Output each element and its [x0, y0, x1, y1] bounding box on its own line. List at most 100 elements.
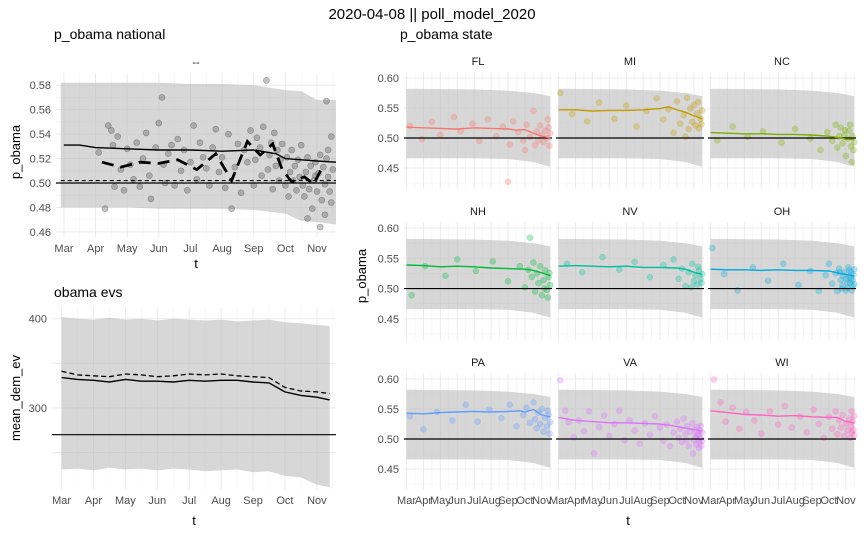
poll-point [568, 110, 576, 118]
poll-point [847, 143, 855, 150]
poll-point [506, 401, 513, 409]
poll-point [688, 284, 695, 291]
poll-point [329, 166, 337, 173]
poll-point [302, 168, 310, 176]
poll-point [519, 411, 527, 419]
y-tick-label: 0.58 [30, 80, 51, 92]
poll-point [316, 151, 324, 159]
poll-point [308, 205, 316, 212]
state-trend-line [406, 408, 551, 418]
poll-point [531, 141, 539, 149]
poll-point [247, 127, 254, 134]
poll-point [778, 139, 785, 147]
poll-point [842, 275, 850, 283]
state-y-axis-label: p_obama [354, 248, 369, 303]
poll-point [848, 408, 856, 415]
x-tick-label: Nov [532, 495, 552, 507]
poll-point [682, 436, 690, 444]
poll-point [450, 113, 458, 121]
poll-point [155, 119, 163, 127]
poll-point [291, 162, 299, 170]
poll-point [531, 288, 539, 295]
poll-point [840, 432, 848, 440]
state-chart-grid: FL 0.45 0.50 0.55 0.60 MI NC NH 0.45 0.50 0.55 0.60… [378, 56, 858, 507]
poll-point [504, 178, 512, 186]
poll-point [690, 101, 698, 109]
x-tick-label: Jun [150, 243, 168, 255]
poll-point [428, 118, 436, 126]
poll-point [584, 117, 591, 125]
poll-point [694, 98, 702, 106]
y-tick-label: 0.50 [378, 284, 399, 296]
x-tick-label: Nov [307, 495, 327, 507]
poll-point [305, 185, 313, 193]
poll-point [196, 139, 204, 146]
poll-point [228, 205, 235, 212]
poll-point [841, 126, 849, 134]
poll-point [130, 176, 137, 183]
poll-point [321, 211, 329, 219]
poll-point [472, 267, 480, 275]
x-tick-label: Nov [307, 243, 327, 255]
state-strip-label: VA [623, 357, 638, 369]
poll-point [293, 187, 300, 194]
poll-point [256, 144, 264, 151]
poll-point [845, 127, 853, 135]
poll-point [834, 144, 841, 151]
poll-point [271, 129, 278, 137]
y-tick-label: 400 [29, 314, 47, 326]
x-tick-label: Mar [701, 495, 720, 507]
x-tick-label: Apr [87, 243, 104, 255]
x-tick-label: Sep [244, 243, 264, 255]
poll-point [850, 426, 857, 434]
poll-point [851, 281, 858, 288]
poll-point [606, 432, 613, 440]
poll-point [321, 180, 329, 188]
poll-point [616, 266, 623, 274]
y-tick-label: 0.60 [378, 73, 399, 85]
poll-point [729, 123, 736, 130]
poll-point [851, 265, 858, 273]
poll-point [489, 258, 497, 265]
y-tick-label: 0.56 [30, 105, 51, 117]
poll-point [850, 146, 857, 154]
poll-point [278, 140, 286, 148]
poll-point [600, 412, 608, 419]
poll-point [263, 77, 270, 84]
poll-point [766, 408, 773, 415]
poll-point [531, 415, 539, 423]
poll-point [683, 94, 691, 102]
y-tick-label: 0.54 [30, 129, 51, 141]
state-panel-fl: FL 0.45 0.50 0.55 0.60 [378, 56, 554, 189]
poll-point [209, 144, 216, 151]
poll-point [835, 265, 843, 272]
poll-point [288, 146, 296, 154]
state-trend-line [406, 126, 551, 139]
poll-point [844, 427, 851, 434]
poll-point [244, 158, 251, 166]
poll-point [327, 133, 335, 140]
poll-point [764, 277, 772, 284]
national-y-axis-label: p_obama [8, 124, 23, 179]
poll-point [817, 146, 824, 154]
x-tick-label: Mar [549, 495, 568, 507]
poll-point [631, 427, 638, 434]
poll-point [111, 183, 118, 190]
poll-point [673, 98, 681, 105]
poll-point [744, 133, 751, 141]
x-tick-label: Aug [633, 495, 653, 507]
poll-point [562, 407, 569, 415]
poll-point [437, 131, 444, 139]
poll-point [442, 272, 449, 280]
poll-point [528, 273, 535, 281]
poll-point [320, 163, 327, 171]
poll-point [101, 205, 109, 212]
state-strip-label: NC [774, 56, 790, 68]
y-tick-label: 0.50 [378, 434, 399, 446]
poll-point [158, 94, 166, 101]
y-tick-label: 0.45 [378, 464, 399, 476]
state-strip-label: PA [471, 357, 486, 369]
poll-point [729, 404, 736, 412]
poll-point [708, 244, 716, 252]
